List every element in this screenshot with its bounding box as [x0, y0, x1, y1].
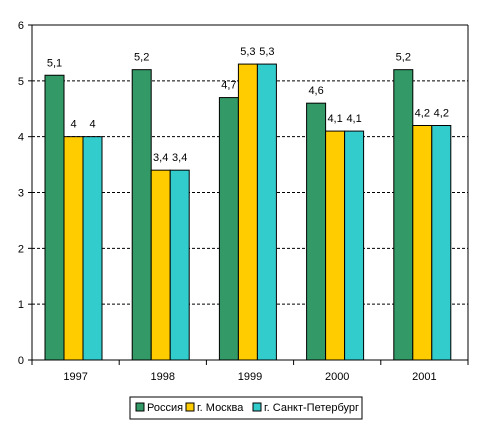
bar — [44, 74, 65, 361]
bar — [256, 63, 277, 361]
legend-label: г. Москва — [197, 402, 244, 414]
legend-swatch — [185, 402, 195, 412]
bar — [344, 130, 365, 361]
legend-swatch — [252, 402, 262, 412]
gridlines — [32, 80, 468, 305]
y-tick-label: 3 — [18, 188, 24, 200]
data-label: 5,3 — [240, 46, 255, 58]
legend-label: г. Санкт-Петербург — [264, 402, 359, 414]
bar — [169, 169, 190, 361]
bar — [82, 136, 103, 361]
legend: Россия г. Москва г. Санкт-Петербург — [129, 396, 363, 420]
bar — [150, 169, 171, 361]
data-label: 5,2 — [134, 52, 149, 64]
bar — [412, 125, 433, 361]
bar — [218, 97, 239, 361]
y-tick-label: 2 — [18, 243, 24, 255]
data-label: 3,4 — [153, 152, 168, 164]
data-label: 4,2 — [415, 108, 430, 120]
legend-swatch — [135, 402, 145, 412]
data-label: 4,1 — [327, 113, 342, 125]
axes: 0 1 2 3 4 5 6 1997 1998 1999 2000 2001 — [18, 20, 469, 383]
bar — [63, 136, 84, 361]
bars — [44, 63, 452, 361]
legend-label: Россия — [147, 402, 183, 414]
data-label: 5,3 — [259, 46, 274, 58]
data-label: 5,2 — [396, 52, 411, 64]
y-tick-label: 1 — [18, 299, 24, 311]
data-label: 4,2 — [434, 108, 449, 120]
data-label: 3,4 — [172, 152, 187, 164]
y-tick-label: 5 — [18, 76, 24, 88]
bar — [237, 63, 258, 361]
y-tick-label: 6 — [18, 20, 24, 32]
data-label: 4,7 — [221, 80, 236, 92]
bar — [393, 69, 414, 361]
bar — [325, 130, 346, 361]
bar — [306, 102, 327, 361]
x-tick-label: 1999 — [238, 371, 262, 383]
data-label: 4 — [70, 119, 76, 131]
data-labels: 5,1 4 4 5,2 3,4 3,4 4,7 5,3 5,3 4,6 4,1 4,1 5,2 4,2 4,… — [47, 46, 449, 164]
data-label: 4,1 — [346, 113, 361, 125]
x-tick-label: 1998 — [151, 371, 175, 383]
data-label: 5,1 — [47, 57, 62, 69]
y-tick-label: 4 — [18, 132, 24, 144]
x-tick-label: 1997 — [63, 371, 87, 383]
data-label: 4 — [89, 119, 95, 131]
bar — [131, 69, 152, 361]
y-tick-label: 0 — [18, 355, 24, 367]
x-tick-label: 2000 — [325, 371, 349, 383]
x-tick-label: 2001 — [412, 371, 436, 383]
data-label: 4,6 — [308, 85, 323, 97]
bar — [431, 125, 452, 361]
